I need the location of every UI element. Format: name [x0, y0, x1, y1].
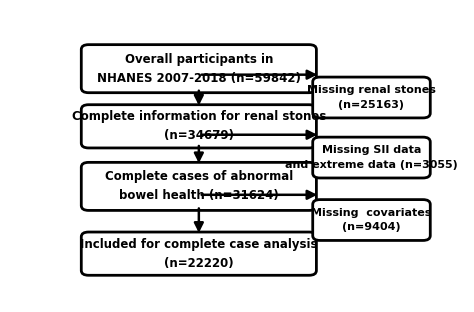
Text: Complete cases of abnormal
bowel health (n=31624): Complete cases of abnormal bowel health …: [105, 170, 293, 202]
Text: Missing SII data
and extreme data (n=3055): Missing SII data and extreme data (n=305…: [285, 145, 458, 170]
Text: Included for complete case analysis
(n=22220): Included for complete case analysis (n=2…: [80, 238, 318, 270]
FancyBboxPatch shape: [82, 162, 317, 210]
Text: Complete information for renal stones
(n=34679): Complete information for renal stones (n…: [72, 110, 326, 142]
FancyBboxPatch shape: [82, 105, 317, 148]
FancyBboxPatch shape: [82, 45, 317, 93]
FancyBboxPatch shape: [313, 200, 430, 241]
Text: Missing  covariates
(n=9404): Missing covariates (n=9404): [311, 207, 432, 232]
FancyBboxPatch shape: [313, 137, 430, 178]
Text: Missing renal stones
(n=25163): Missing renal stones (n=25163): [307, 85, 436, 110]
Text: Overall participants in
NHANES 2007-2018 (n=59842): Overall participants in NHANES 2007-2018…: [97, 53, 301, 85]
FancyBboxPatch shape: [313, 77, 430, 118]
FancyBboxPatch shape: [82, 232, 317, 275]
